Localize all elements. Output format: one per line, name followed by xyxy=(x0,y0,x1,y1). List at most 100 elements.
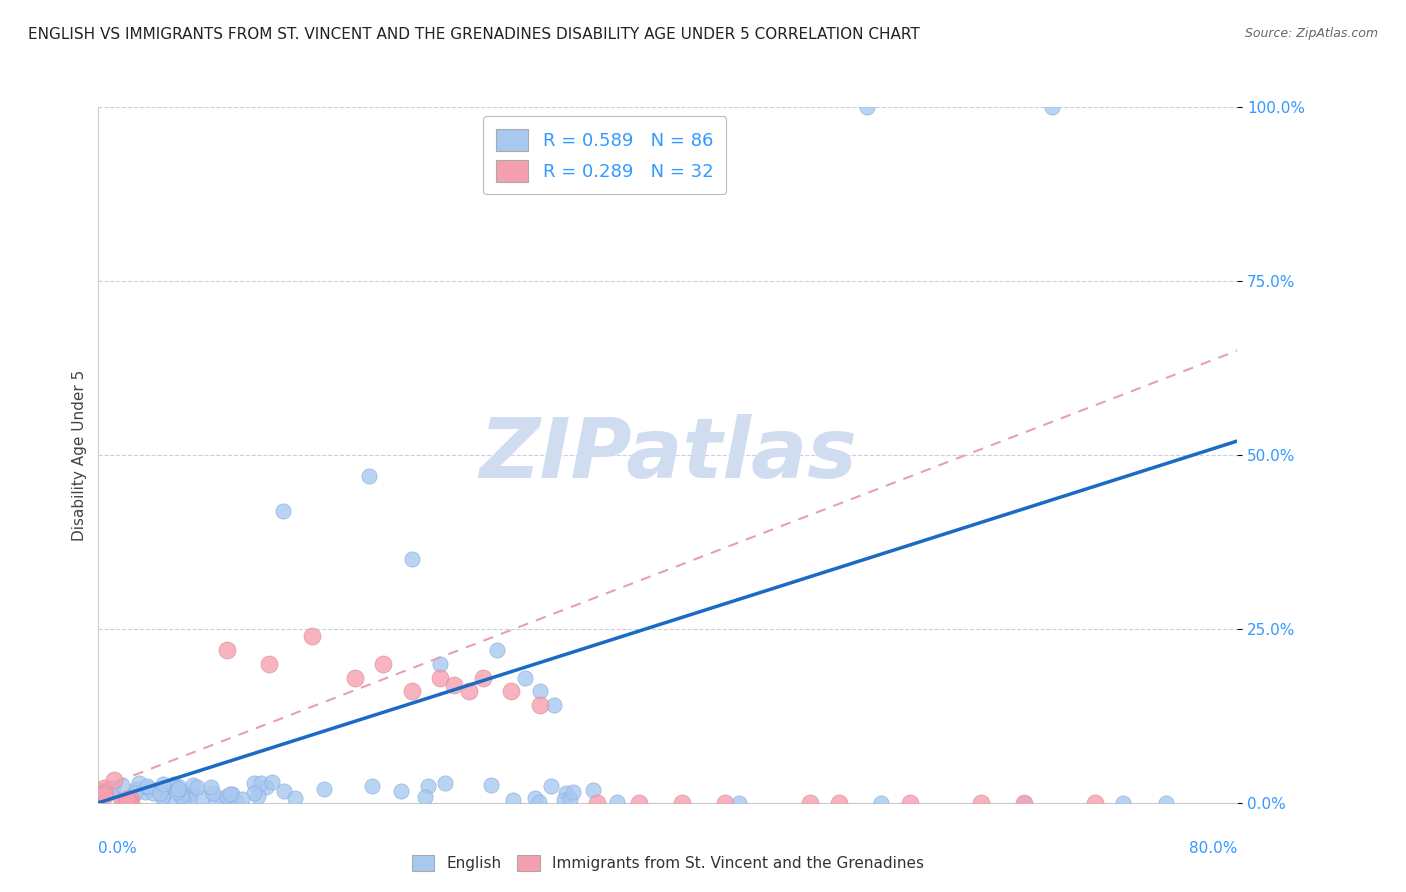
Point xyxy=(515,671,537,685)
Point xyxy=(173,787,195,801)
Point xyxy=(401,684,423,698)
Point xyxy=(172,793,194,807)
Point xyxy=(529,684,551,698)
Point xyxy=(186,780,208,794)
Point xyxy=(870,796,893,810)
Point xyxy=(486,642,509,657)
Point xyxy=(115,791,138,805)
Point xyxy=(225,794,247,808)
Point xyxy=(100,785,122,799)
Point xyxy=(312,782,335,797)
Point xyxy=(527,795,550,809)
Point xyxy=(94,788,117,802)
Point xyxy=(714,796,737,810)
Point xyxy=(553,793,575,807)
Point xyxy=(582,783,605,797)
Point xyxy=(671,796,693,810)
Point xyxy=(429,671,451,685)
Point xyxy=(246,789,269,804)
Point xyxy=(502,793,524,807)
Point xyxy=(443,677,465,691)
Point xyxy=(231,792,253,806)
Point xyxy=(898,796,921,810)
Point xyxy=(562,785,585,799)
Point xyxy=(284,791,307,805)
Point xyxy=(357,468,380,483)
Text: Source: ZipAtlas.com: Source: ZipAtlas.com xyxy=(1244,27,1378,40)
Point xyxy=(540,779,562,793)
Point xyxy=(606,795,628,809)
Point xyxy=(165,795,187,809)
Point xyxy=(856,100,879,114)
Legend: English, Immigrants from St. Vincent and the Grenadines: English, Immigrants from St. Vincent and… xyxy=(404,847,932,879)
Point xyxy=(429,657,451,671)
Point xyxy=(177,793,200,807)
Point xyxy=(138,781,160,796)
Point xyxy=(243,776,266,790)
Point xyxy=(149,786,172,800)
Point xyxy=(170,789,193,803)
Point xyxy=(501,684,523,698)
Point xyxy=(585,796,607,810)
Point xyxy=(152,789,174,803)
Text: 80.0%: 80.0% xyxy=(1189,841,1237,856)
Point xyxy=(111,778,134,792)
Point xyxy=(103,773,125,788)
Point xyxy=(180,787,202,801)
Point xyxy=(202,786,225,800)
Text: ZIPatlas: ZIPatlas xyxy=(479,415,856,495)
Point xyxy=(529,698,551,713)
Point xyxy=(343,671,366,685)
Point xyxy=(153,780,176,795)
Point xyxy=(799,796,821,810)
Point xyxy=(166,785,188,799)
Point xyxy=(360,779,382,793)
Point xyxy=(111,794,134,808)
Point xyxy=(260,775,283,789)
Point xyxy=(124,786,146,800)
Point xyxy=(117,796,139,810)
Point xyxy=(828,796,851,810)
Point xyxy=(93,780,115,795)
Point xyxy=(173,787,195,801)
Point xyxy=(204,796,226,810)
Point xyxy=(1012,796,1035,810)
Point xyxy=(112,795,135,809)
Point xyxy=(166,781,188,796)
Point xyxy=(728,796,751,810)
Point xyxy=(211,792,233,806)
Y-axis label: Disability Age Under 5: Disability Age Under 5 xyxy=(72,369,87,541)
Point xyxy=(457,684,479,698)
Point xyxy=(1012,796,1035,810)
Point xyxy=(413,790,436,805)
Point xyxy=(471,671,494,685)
Point xyxy=(554,786,576,800)
Point xyxy=(150,789,173,804)
Point xyxy=(125,781,148,796)
Point xyxy=(181,778,204,792)
Point xyxy=(120,795,142,809)
Point xyxy=(243,786,266,800)
Point xyxy=(558,792,581,806)
Point xyxy=(523,791,546,805)
Text: ENGLISH VS IMMIGRANTS FROM ST. VINCENT AND THE GRENADINES DISABILITY AGE UNDER 5: ENGLISH VS IMMIGRANTS FROM ST. VINCENT A… xyxy=(28,27,920,42)
Point xyxy=(273,784,295,798)
Point xyxy=(101,782,124,797)
Point xyxy=(134,785,156,799)
Point xyxy=(128,776,150,790)
Point xyxy=(163,777,186,791)
Point xyxy=(254,780,277,795)
Point xyxy=(416,780,439,794)
Point xyxy=(215,789,238,804)
Point xyxy=(93,783,115,797)
Point xyxy=(1154,796,1177,810)
Point xyxy=(1040,100,1063,114)
Point xyxy=(118,791,141,805)
Point xyxy=(152,777,174,791)
Point xyxy=(1112,796,1135,810)
Point xyxy=(101,780,124,795)
Point xyxy=(221,787,243,801)
Point xyxy=(970,796,993,810)
Point xyxy=(190,790,212,805)
Point xyxy=(259,657,281,671)
